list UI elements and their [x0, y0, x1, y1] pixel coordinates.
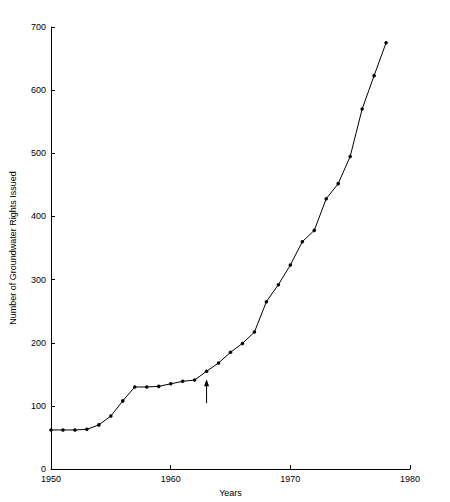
svg-text:1970: 1970: [280, 474, 300, 484]
svg-text:Number of Groundwater Rights I: Number of Groundwater Rights Issued: [8, 171, 18, 325]
svg-text:600: 600: [31, 85, 46, 95]
svg-text:100: 100: [31, 401, 46, 411]
svg-text:0: 0: [41, 464, 46, 474]
svg-text:1950: 1950: [41, 474, 61, 484]
svg-text:1980: 1980: [400, 474, 420, 484]
svg-text:300: 300: [31, 275, 46, 285]
svg-text:1960: 1960: [161, 474, 181, 484]
svg-text:Years: Years: [219, 488, 242, 498]
svg-text:500: 500: [31, 148, 46, 158]
svg-text:700: 700: [31, 22, 46, 32]
svg-text:200: 200: [31, 338, 46, 348]
svg-text:400: 400: [31, 211, 46, 221]
